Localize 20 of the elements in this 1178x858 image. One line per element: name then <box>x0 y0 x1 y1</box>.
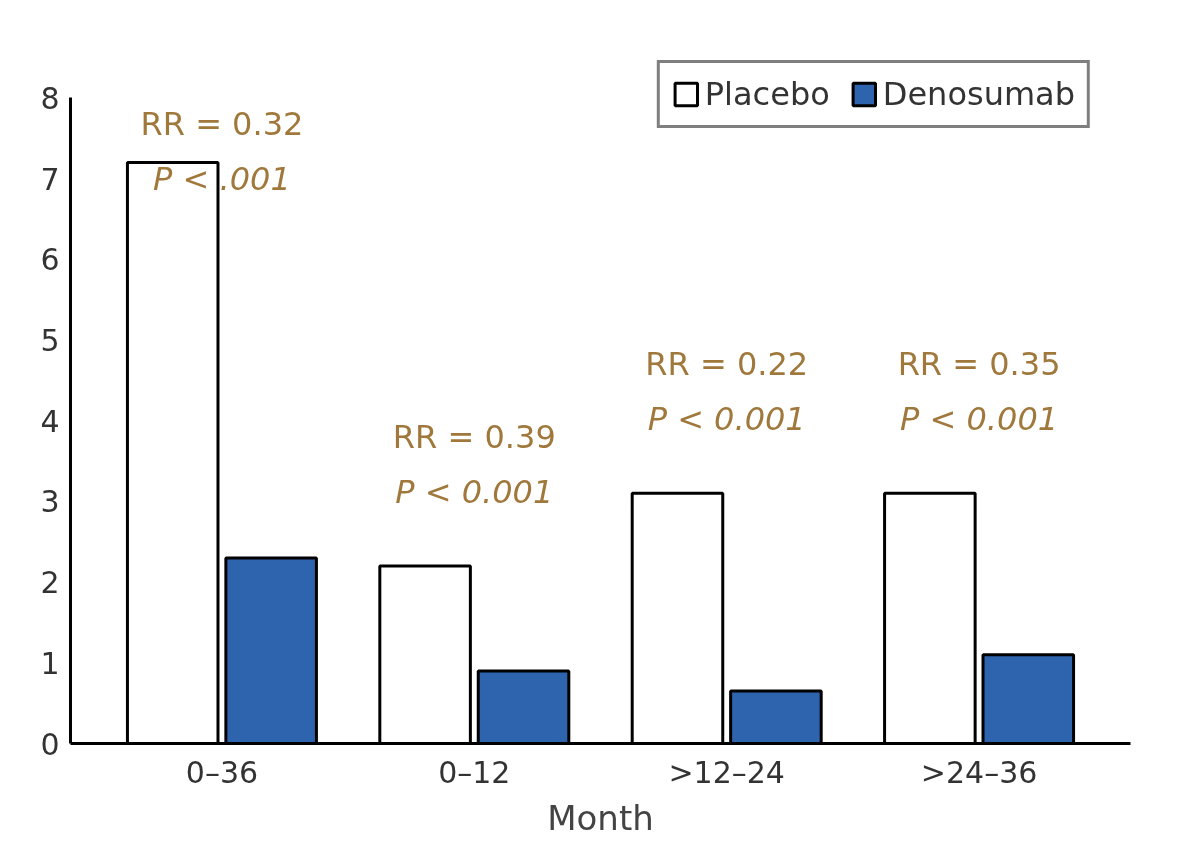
y-tick-label: 4 <box>40 403 60 439</box>
x-axis-title: Month <box>547 797 654 838</box>
annotation: RR = 0.32 P < .001 <box>140 104 304 198</box>
y-tick-label: 0 <box>40 726 60 762</box>
y-tick-label: 7 <box>40 161 60 197</box>
annotation: RR = 0.35 P < 0.001 <box>897 345 1061 439</box>
x-tick-label: >24–36 <box>920 754 1038 790</box>
x-tick-label: 0–36 <box>185 754 259 790</box>
y-tick-label: 5 <box>40 323 60 359</box>
legend-label: Denosumab <box>882 75 1075 113</box>
annotation: RR = 0.22 P < 0.001 <box>645 345 809 439</box>
y-tick-label: 8 <box>40 80 60 116</box>
y-tick-label: 1 <box>40 645 60 681</box>
y-tick-label: 3 <box>40 484 60 520</box>
y-tick-label: 6 <box>40 242 60 278</box>
legend-label: Placebo <box>704 75 830 113</box>
y-tick-label: 2 <box>40 565 60 601</box>
x-tick-label: >12–24 <box>668 754 785 790</box>
x-tick-label: 0–12 <box>438 754 511 790</box>
annotation: RR = 0.39 P < 0.001 <box>392 417 556 511</box>
